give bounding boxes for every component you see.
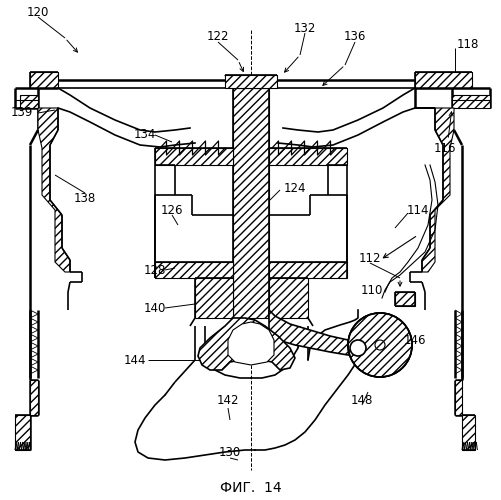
- Polygon shape: [394, 292, 414, 306]
- Polygon shape: [454, 380, 461, 415]
- Polygon shape: [269, 148, 346, 165]
- Text: 126: 126: [160, 204, 183, 216]
- Text: 112: 112: [358, 252, 380, 264]
- Polygon shape: [20, 95, 38, 108]
- Text: 130: 130: [218, 446, 240, 458]
- Text: 134: 134: [134, 128, 156, 141]
- Text: 128: 128: [143, 264, 166, 276]
- Text: 110: 110: [360, 284, 382, 296]
- Text: 148: 148: [350, 394, 372, 406]
- Polygon shape: [414, 108, 453, 272]
- Text: 136: 136: [343, 30, 365, 44]
- Polygon shape: [155, 148, 232, 165]
- Text: 124: 124: [283, 182, 306, 194]
- Text: 140: 140: [143, 302, 166, 314]
- Text: 114: 114: [406, 204, 428, 216]
- Text: 132: 132: [293, 22, 316, 35]
- Polygon shape: [224, 75, 277, 88]
- Polygon shape: [232, 88, 269, 318]
- Polygon shape: [347, 313, 411, 377]
- Polygon shape: [414, 72, 471, 88]
- Polygon shape: [155, 262, 232, 278]
- Polygon shape: [15, 415, 30, 450]
- Text: 116: 116: [433, 142, 455, 154]
- Text: 144: 144: [124, 354, 146, 366]
- Text: 120: 120: [27, 6, 49, 18]
- Text: 139: 139: [11, 106, 33, 120]
- Polygon shape: [461, 415, 474, 450]
- Circle shape: [347, 313, 411, 377]
- Polygon shape: [269, 262, 346, 278]
- Text: ФИГ.  14: ФИГ. 14: [220, 481, 281, 495]
- Polygon shape: [30, 380, 38, 415]
- Polygon shape: [197, 318, 295, 370]
- Text: 118: 118: [456, 38, 478, 52]
- Circle shape: [349, 340, 365, 356]
- Polygon shape: [451, 95, 489, 108]
- Polygon shape: [194, 278, 232, 318]
- Polygon shape: [30, 72, 58, 88]
- Polygon shape: [38, 108, 70, 272]
- Text: 122: 122: [206, 30, 229, 44]
- Polygon shape: [227, 322, 274, 365]
- Polygon shape: [269, 278, 308, 318]
- Text: 146: 146: [403, 334, 425, 346]
- Text: 142: 142: [216, 394, 239, 406]
- Text: 138: 138: [74, 192, 96, 204]
- Polygon shape: [269, 310, 357, 355]
